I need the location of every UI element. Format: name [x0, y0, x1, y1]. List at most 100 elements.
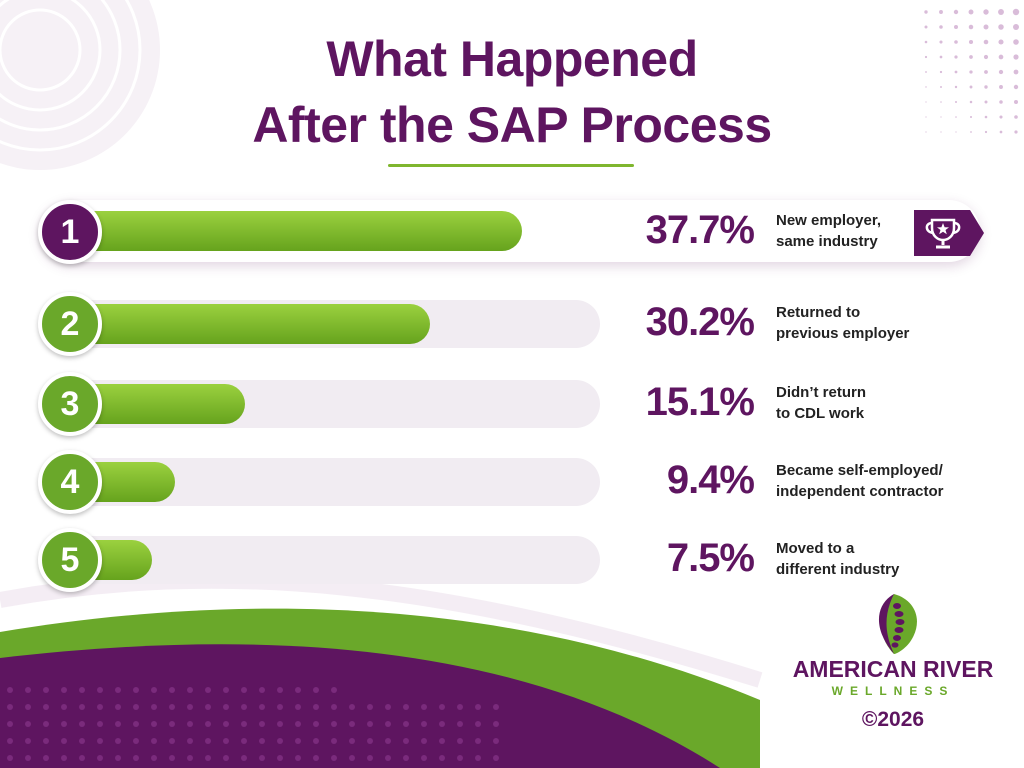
decor-dot	[1013, 24, 1019, 30]
decor-dot	[79, 721, 85, 727]
decor-dot	[151, 755, 157, 761]
decor-dot	[97, 738, 103, 744]
decor-dot	[133, 721, 139, 727]
decor-dot	[457, 755, 463, 761]
decor-dot	[955, 116, 957, 118]
decor-dot	[421, 738, 427, 744]
decor-dot	[277, 755, 283, 761]
decor-dot	[349, 738, 355, 744]
decor-dot	[999, 115, 1003, 119]
decor-dot	[1013, 84, 1019, 90]
decor-dot	[259, 738, 265, 744]
decor-dot	[25, 687, 31, 693]
spine-leaf-logo-icon	[878, 594, 917, 654]
decor-dot	[115, 687, 121, 693]
decor-dot	[954, 40, 958, 44]
decor-dot	[970, 131, 972, 133]
decor-dot	[97, 704, 103, 710]
decor-dot	[983, 24, 989, 30]
category-label-3: Didn’t return to CDL work	[776, 382, 976, 424]
decor-dot	[984, 70, 988, 74]
decor-dot	[241, 687, 247, 693]
decor-dot	[924, 40, 928, 44]
category-label-1: New employer, same industry	[776, 210, 976, 252]
brand-subtitle: WELLNESS	[831, 684, 955, 698]
decor-dot	[205, 738, 211, 744]
decor-dot	[439, 738, 445, 744]
value-label-1: 37.7%	[645, 208, 755, 252]
decor-dot	[998, 69, 1004, 75]
decor-dot	[403, 755, 409, 761]
trophy-icon	[914, 210, 984, 256]
decor-dot	[7, 755, 13, 761]
decor-dot	[475, 704, 481, 710]
category-label-line: New employer,	[776, 212, 882, 229]
decor-dot	[151, 721, 157, 727]
decor-dot	[115, 704, 121, 710]
decor-dot	[439, 721, 445, 727]
decor-dot	[1013, 39, 1019, 45]
decor-dot	[984, 100, 988, 104]
decor-dot	[940, 116, 942, 118]
decor-dot	[969, 55, 973, 59]
decor-dot	[169, 704, 175, 710]
decor-dot	[25, 738, 31, 744]
decor-dot	[925, 116, 927, 118]
decor-dot	[457, 704, 463, 710]
decor-dot	[295, 755, 301, 761]
decor-dot	[983, 9, 989, 15]
decor-dot	[969, 115, 973, 119]
decor-dot	[25, 721, 31, 727]
decor-dot	[457, 721, 463, 727]
decor-dot	[983, 39, 989, 45]
decor-dot	[1012, 8, 1020, 16]
decor-dot	[955, 131, 957, 133]
decor-dot	[259, 704, 265, 710]
decor-dot	[241, 704, 247, 710]
decor-dot	[953, 9, 959, 15]
decor-dot	[331, 687, 337, 693]
value-label-4: 9.4%	[666, 458, 755, 502]
decor-dot	[421, 755, 427, 761]
decor-dot	[151, 738, 157, 744]
decor-dot	[277, 704, 283, 710]
category-label-2: Returned to previous employer	[776, 302, 976, 344]
decor-dot	[241, 755, 247, 761]
decor-dot	[939, 25, 943, 29]
decor-dot	[421, 721, 427, 727]
decor-dot	[187, 721, 193, 727]
value-label-5: 7.5%	[666, 536, 755, 580]
decor-dot	[43, 721, 49, 727]
decor-dot	[385, 755, 391, 761]
decor-dot	[954, 85, 958, 89]
decor-dot	[223, 687, 229, 693]
decor-dot	[439, 755, 445, 761]
rank-badge-2: 2	[38, 292, 102, 356]
decor-dot	[403, 738, 409, 744]
decor-dot	[79, 738, 85, 744]
decor-dot	[205, 704, 211, 710]
decor-dot	[277, 687, 283, 693]
decor-dot	[349, 704, 355, 710]
decor-dot	[133, 704, 139, 710]
decor-dot	[313, 721, 319, 727]
value-label-3: 15.1%	[645, 380, 755, 424]
decor-dot	[493, 704, 499, 710]
decor-dot	[133, 738, 139, 744]
decor-dot	[1013, 69, 1019, 75]
decor-dot	[367, 704, 373, 710]
concentric-rings-icon	[0, 0, 160, 170]
decor-dot	[169, 687, 175, 693]
decor-dot	[223, 721, 229, 727]
decor-dot	[43, 704, 49, 710]
decor-dot	[1014, 115, 1018, 119]
decor-dot	[25, 704, 31, 710]
decor-dot	[940, 131, 942, 133]
decor-dot	[998, 39, 1004, 45]
decor-dot	[97, 721, 103, 727]
decor-dot	[241, 738, 247, 744]
decor-dot	[61, 755, 67, 761]
decor-dot	[115, 738, 121, 744]
category-label-line: Moved to a	[776, 540, 855, 557]
